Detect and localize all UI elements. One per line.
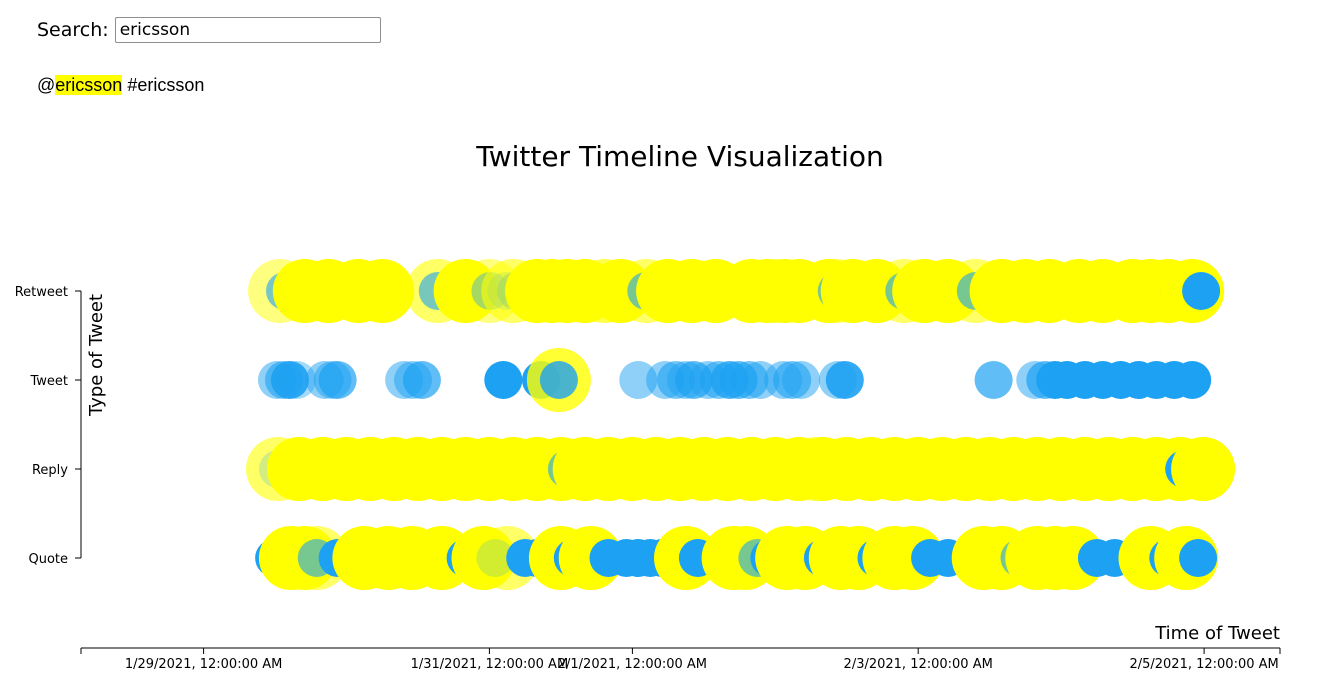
y-tick-label: Tweet [29, 374, 68, 389]
tweet-point [974, 361, 1013, 399]
query-highlight: ericsson [55, 75, 123, 95]
tweet-point [402, 361, 441, 399]
search-label: Search: [37, 19, 109, 41]
x-axis-label: Time of Tweet [1154, 623, 1280, 644]
x-tick-label: 1/29/2021, 12:00:00 AM [125, 657, 283, 672]
tweet-point [270, 361, 309, 399]
x-tick-label: 2/5/2021, 12:00:00 AM [1129, 657, 1278, 672]
tweet-point [1173, 361, 1212, 399]
tweet-point-match [350, 259, 415, 323]
tweet-point [318, 361, 357, 399]
chart-title: Twitter Timeline Visualization [476, 140, 884, 173]
x-tick-label: 2/1/2021, 12:00:00 AM [558, 657, 707, 672]
points-layer [246, 259, 1236, 590]
tweet-point [825, 361, 864, 399]
query-display: @ericsson #ericsson [37, 75, 204, 96]
tweet-point [619, 361, 658, 399]
y-tick-label: Reply [32, 463, 68, 478]
x-tick-label: 2/3/2021, 12:00:00 AM [844, 657, 993, 672]
query-prefix: @ [37, 75, 56, 95]
axes-layer: Retweet Tweet Reply Quote Type of Tweet 1/29/… [15, 285, 1281, 672]
x-tick-label: 1/31/2021, 12:00:00 AM [411, 657, 569, 672]
tweet-point [782, 361, 821, 399]
search-input[interactable] [114, 17, 381, 43]
search-row: Search: [37, 17, 381, 43]
y-axis-label: Type of Tweet [86, 294, 107, 417]
tweet-point [539, 361, 578, 399]
y-tick-label: Quote [28, 552, 68, 567]
tweet-point [1182, 272, 1221, 310]
query-rest: #ericsson [122, 75, 205, 95]
tweet-point [1179, 539, 1218, 577]
tweet-point [484, 361, 523, 399]
y-tick-label: Retweet [15, 285, 68, 300]
tweet-point [277, 361, 316, 399]
tweet-point-match [1171, 437, 1236, 501]
